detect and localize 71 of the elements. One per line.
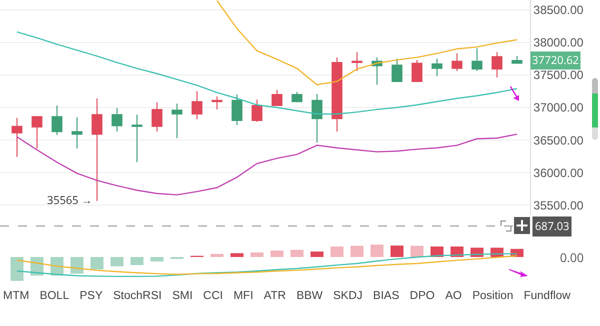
candlestick bbox=[392, 58, 402, 82]
bar bbox=[210, 254, 224, 257]
text: PSY bbox=[80, 290, 103, 304]
bar bbox=[310, 252, 324, 257]
text: SMI bbox=[172, 290, 193, 304]
candlestick bbox=[12, 117, 22, 158]
text: MFI bbox=[233, 290, 254, 304]
candlestick bbox=[492, 52, 502, 78]
annotation: 35565 → bbox=[47, 193, 92, 208]
text: BOLL bbox=[40, 290, 70, 304]
candlestick bbox=[332, 56, 342, 132]
candlestick bbox=[192, 90, 202, 120]
text: ATR bbox=[264, 290, 286, 304]
bar bbox=[90, 257, 104, 270]
y-tick-label: 35500.00 bbox=[533, 198, 584, 212]
bar bbox=[250, 252, 264, 257]
bar bbox=[10, 257, 24, 281]
y-tick-label: 38000.00 bbox=[533, 36, 584, 50]
y-tick-label: 37000.00 bbox=[533, 100, 584, 115]
bar bbox=[390, 246, 404, 257]
text: MTM bbox=[3, 290, 30, 304]
candlestick bbox=[172, 103, 182, 139]
candlestick bbox=[72, 116, 82, 150]
candlestick bbox=[472, 48, 482, 72]
candlestick bbox=[212, 96, 222, 110]
candlestick bbox=[352, 52, 362, 72]
text: SKDJ bbox=[333, 290, 363, 304]
candlestick bbox=[452, 52, 462, 72]
bar bbox=[110, 257, 124, 266]
candlestick bbox=[432, 58, 442, 77]
text: CCI bbox=[203, 290, 223, 304]
candlestick bbox=[292, 91, 302, 103]
candlestick bbox=[512, 56, 522, 64]
candlestick bbox=[312, 93, 322, 144]
candlestick bbox=[132, 114, 142, 163]
line-series bbox=[216, 0, 518, 86]
text: AO bbox=[445, 290, 462, 304]
text: 37720.62 bbox=[532, 53, 579, 68]
text: BBW bbox=[296, 290, 323, 304]
text: 687.03 bbox=[535, 219, 570, 234]
text: 0.00 bbox=[560, 249, 584, 266]
line-series bbox=[16, 134, 518, 196]
candlestick bbox=[252, 99, 262, 122]
text: Fundflow bbox=[524, 290, 570, 304]
candlestick bbox=[32, 116, 42, 150]
bar bbox=[410, 246, 424, 257]
y-tick-label: 36000.00 bbox=[533, 166, 584, 180]
bar bbox=[150, 257, 164, 262]
candlestick bbox=[272, 89, 282, 106]
bar bbox=[290, 250, 304, 257]
bar bbox=[370, 244, 384, 257]
bar bbox=[130, 257, 144, 266]
bar bbox=[270, 250, 284, 257]
text: Position bbox=[472, 290, 514, 304]
candlestick bbox=[232, 94, 242, 126]
y-tick-label: 36500.00 bbox=[533, 133, 584, 148]
line-series bbox=[16, 31, 518, 115]
y-tick-label: 37500.00 bbox=[533, 68, 584, 82]
candlestick bbox=[112, 108, 122, 132]
text: BIAS bbox=[373, 290, 400, 304]
text: StochRSI bbox=[113, 290, 162, 304]
candlestick bbox=[92, 98, 102, 202]
bar bbox=[350, 246, 364, 257]
candlestick bbox=[52, 105, 62, 136]
candlestick bbox=[152, 102, 162, 132]
text: DPO bbox=[410, 290, 435, 304]
y-tick-label: 38500.00 bbox=[533, 2, 584, 17]
candlestick bbox=[412, 59, 422, 82]
bar bbox=[230, 253, 244, 257]
bar bbox=[70, 257, 84, 274]
bar bbox=[330, 246, 344, 257]
